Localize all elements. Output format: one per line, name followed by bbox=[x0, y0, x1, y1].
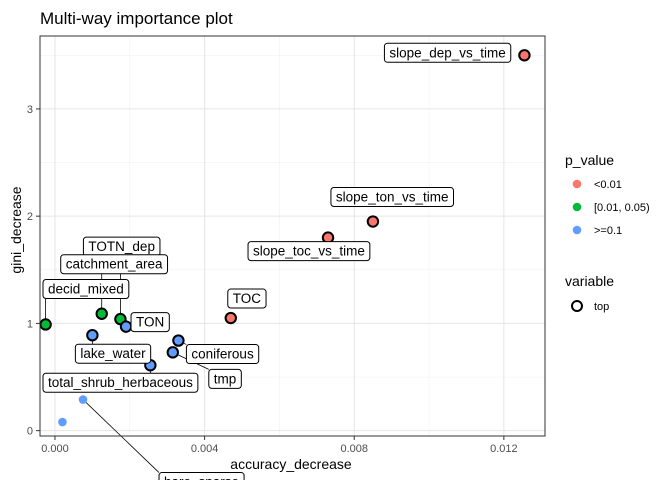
point-label-box bbox=[42, 278, 130, 299]
point-label-text: TON bbox=[136, 315, 164, 330]
point-label-text: coniferous bbox=[191, 347, 254, 362]
point-label-text: TOTN_dep bbox=[88, 239, 155, 254]
data-point bbox=[95, 307, 108, 320]
point-label-box bbox=[247, 241, 371, 262]
legend-label: >=0.1 bbox=[594, 225, 622, 237]
chart-title: Multi-way importance plot bbox=[40, 9, 233, 28]
point-label-text: slope_toc_vs_time bbox=[253, 244, 365, 259]
point-label-box bbox=[74, 343, 152, 364]
legend-key-outline bbox=[571, 300, 583, 312]
point-label: decid_mixed bbox=[42, 278, 130, 299]
data-point bbox=[58, 417, 67, 427]
point-label: slope_dep_vs_time bbox=[383, 42, 512, 63]
y-axis-title: gini_decrease bbox=[8, 186, 24, 273]
legend: p_value <0.01 [0.01, 0.05) >=0.1 variable top bbox=[565, 152, 650, 313]
y-tick-label: 1 bbox=[27, 318, 33, 330]
data-points bbox=[39, 49, 531, 427]
y-tick-label: 0 bbox=[27, 426, 33, 438]
x-tick-label: 0.004 bbox=[191, 443, 219, 455]
data-point bbox=[86, 328, 99, 342]
point-label: slope_ton_vs_time bbox=[330, 187, 455, 208]
panel-border bbox=[39, 35, 546, 437]
point-label-text: total_shrub_herbaceous bbox=[48, 375, 193, 390]
point-label-text: slope_ton_vs_time bbox=[336, 190, 449, 205]
point-label: slope_toc_vs_time bbox=[247, 241, 371, 262]
point-label-box bbox=[185, 344, 260, 365]
point-label: TOC bbox=[227, 288, 267, 309]
x-tick-label: 0.012 bbox=[490, 443, 518, 455]
grid-major bbox=[40, 36, 545, 436]
legend-key bbox=[572, 202, 582, 212]
point-label-text: catchment_area bbox=[66, 257, 163, 272]
y-tick-label: 2 bbox=[27, 211, 33, 223]
point-label: bare_sparse bbox=[158, 472, 245, 480]
legend-key bbox=[572, 179, 582, 189]
legend-label: <0.01 bbox=[594, 179, 622, 191]
point-label-text: bare_sparse bbox=[164, 475, 239, 480]
legend-title-variable: variable bbox=[565, 273, 614, 289]
point-label-box bbox=[330, 187, 455, 208]
x-axis-ticks: 0.000 0.004 0.008 0.012 bbox=[41, 436, 518, 455]
x-axis-title: accuracy_decrease bbox=[230, 456, 352, 472]
point-label-box bbox=[383, 42, 512, 63]
y-axis-ticks: 0 1 2 3 bbox=[27, 104, 40, 438]
y-tick-label: 3 bbox=[27, 104, 33, 116]
point-label: TON bbox=[130, 312, 170, 333]
point-label-box bbox=[130, 312, 170, 333]
legend-label: [0.01, 0.05) bbox=[594, 202, 650, 214]
point-label: tmp bbox=[208, 368, 242, 389]
point-label-box bbox=[227, 288, 267, 309]
point-label: TOTN_dep bbox=[82, 236, 161, 257]
point-labels: slope_dep_vs_time slope_ton_vs_time slope_… bbox=[42, 42, 512, 480]
point-label-text: tmp bbox=[214, 371, 237, 386]
data-point bbox=[518, 49, 531, 62]
data-point bbox=[366, 215, 380, 228]
point-label-box bbox=[42, 372, 199, 393]
point-label: total_shrub_herbaceous bbox=[42, 372, 199, 393]
plot-panel: slope_dep_vs_time slope_ton_vs_time slope_… bbox=[39, 35, 546, 480]
point-label: catchment_area bbox=[60, 254, 169, 275]
point-label-text: TOC bbox=[233, 291, 262, 306]
data-point bbox=[224, 311, 237, 325]
x-tick-label: 0.008 bbox=[340, 443, 368, 455]
point-label-text: slope_dep_vs_time bbox=[389, 45, 505, 60]
data-point bbox=[166, 346, 179, 359]
point-label-text: decid_mixed bbox=[48, 281, 124, 296]
data-point bbox=[39, 318, 52, 331]
data-point bbox=[78, 395, 88, 404]
point-label-text: lake_water bbox=[80, 346, 146, 361]
legend-key bbox=[572, 225, 582, 235]
panel-background bbox=[40, 36, 545, 436]
point-label-box bbox=[208, 368, 242, 389]
point-label: lake_water bbox=[74, 343, 152, 364]
legend-label: top bbox=[594, 301, 609, 313]
legend-title-p-value: p_value bbox=[565, 152, 614, 168]
point-label-box bbox=[158, 472, 245, 480]
x-tick-label: 0.000 bbox=[41, 443, 69, 455]
data-point bbox=[172, 334, 185, 347]
data-point bbox=[119, 320, 133, 333]
point-label: coniferous bbox=[185, 344, 260, 365]
point-label-box bbox=[60, 254, 169, 275]
